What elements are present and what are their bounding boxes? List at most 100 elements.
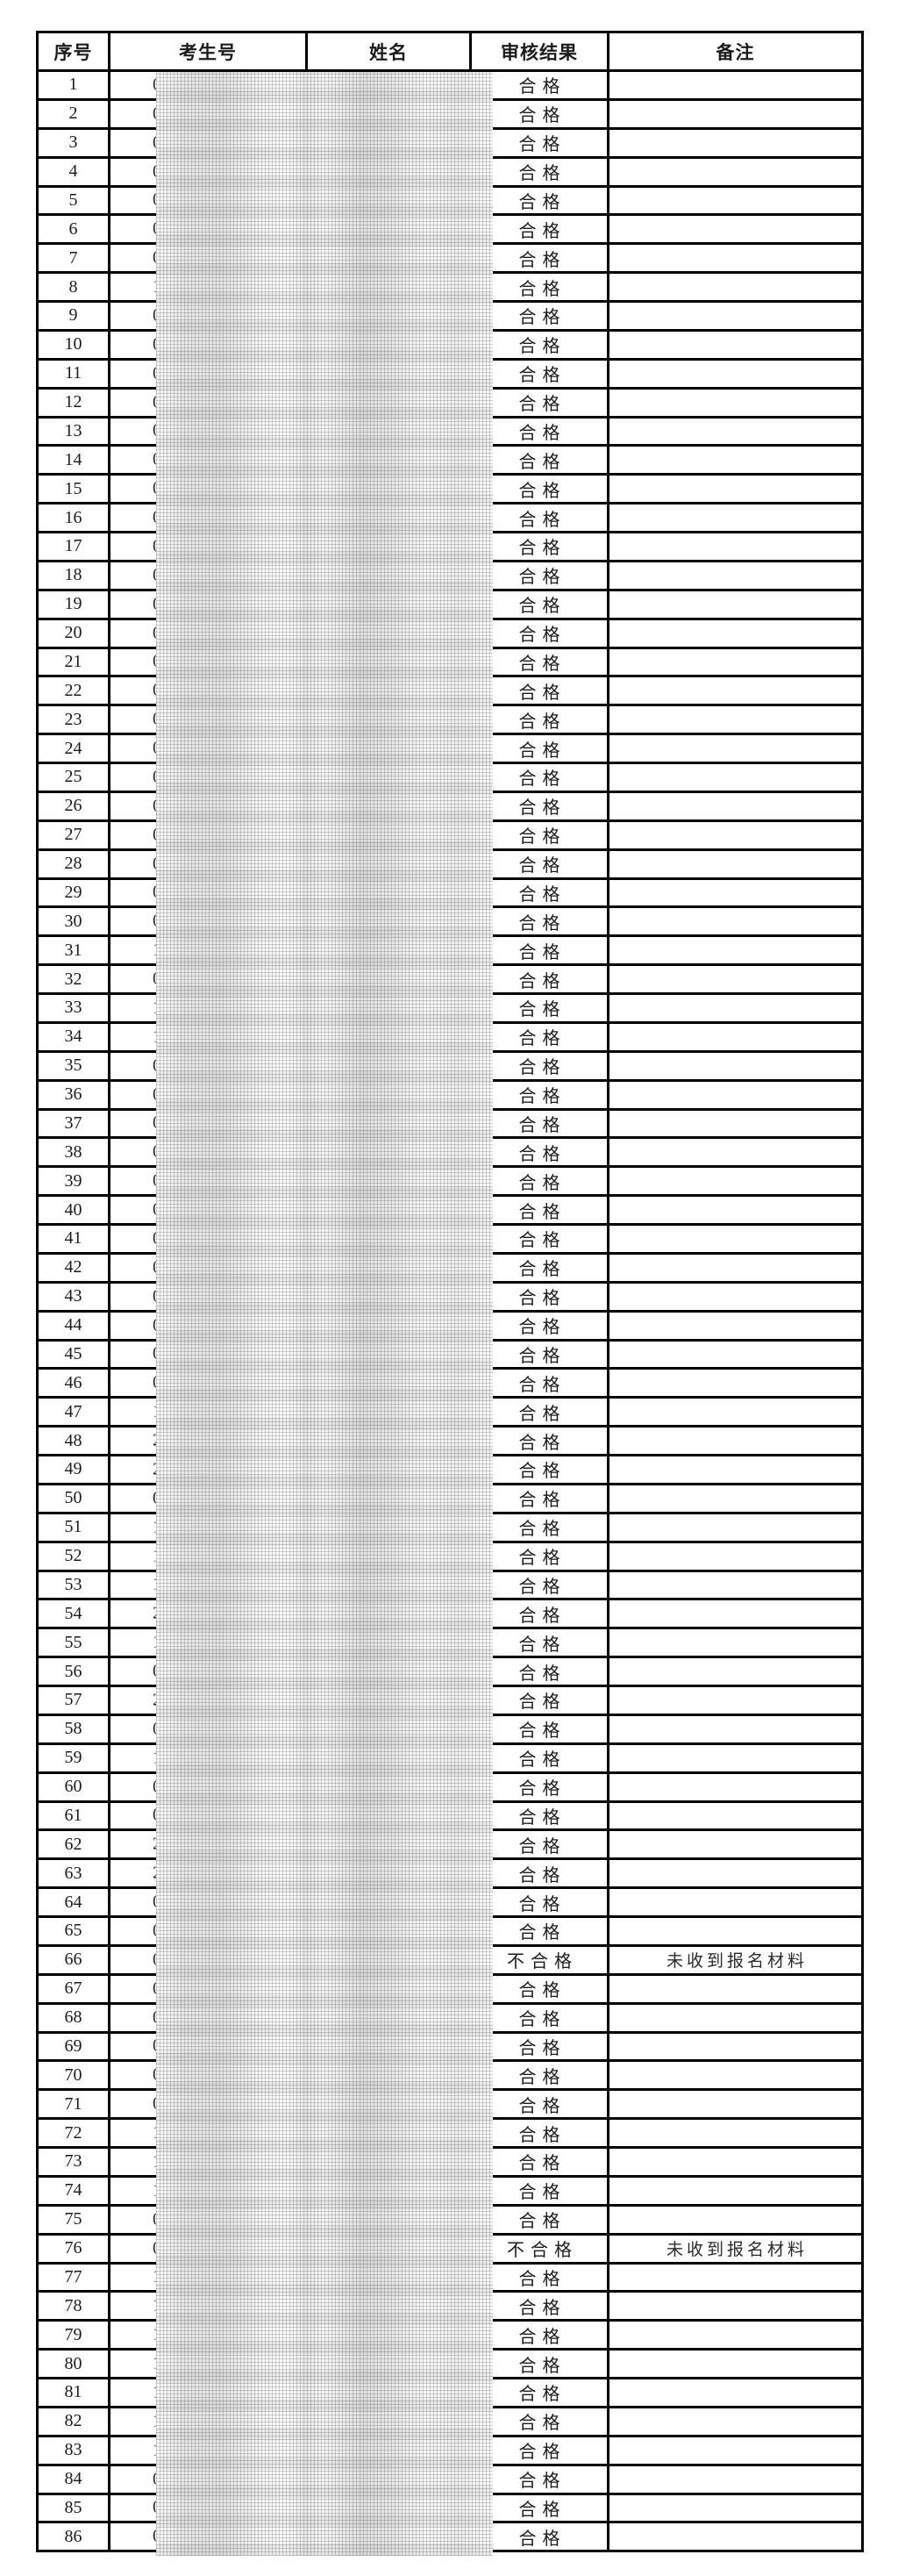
header-audit-result: 审核结果: [469, 31, 609, 72]
cell-remark: [607, 1454, 864, 1485]
serial-number: 11: [64, 363, 82, 383]
audit-result-value: 合格: [518, 452, 567, 472]
serial-number: 60: [64, 1777, 82, 1797]
audit-result-value: 合格: [518, 2298, 567, 2318]
serial-number: 18: [64, 565, 82, 585]
cell-serial: 20: [36, 617, 110, 649]
cell-remark: [607, 444, 864, 476]
cell-serial: 61: [36, 1800, 110, 1832]
serial-number: 24: [64, 738, 82, 758]
audit-result-value: 合格: [518, 2472, 567, 2492]
cell-serial: 79: [36, 2319, 110, 2351]
serial-number: 17: [64, 536, 82, 556]
serial-number: 15: [64, 478, 82, 498]
audit-result-value: 合格: [518, 135, 567, 155]
audit-result-value: 合格: [518, 1779, 567, 1800]
audit-result-value: 合格: [518, 1491, 567, 1511]
cell-remark: [607, 1511, 864, 1543]
cell-serial: 80: [36, 2348, 110, 2379]
serial-number: 82: [64, 2411, 82, 2431]
audit-result-value: 不合格: [507, 1952, 578, 1972]
audit-result-value: 合格: [518, 1231, 567, 1251]
serial-number: 62: [64, 1834, 82, 1854]
audit-result-value: 合格: [518, 192, 567, 212]
audit-result-value: 合格: [518, 2010, 567, 2030]
cell-remark: [607, 733, 864, 764]
serial-number: 23: [64, 709, 82, 729]
audit-result-value: 合格: [518, 1923, 567, 1943]
header-candidate-id: 考生号: [108, 31, 308, 72]
serial-number: 68: [64, 2007, 82, 2028]
cell-serial: 31: [36, 934, 110, 967]
cell-serial: 25: [36, 762, 110, 793]
cell-remark: [607, 328, 864, 361]
audit-result-value: 合格: [518, 1289, 567, 1309]
cell-remark: [607, 2088, 864, 2121]
cell-serial: 83: [36, 2434, 110, 2466]
table-header-row: 序号 考生号 姓名 审核结果 备注: [36, 31, 864, 72]
serial-number: 41: [64, 1228, 82, 1249]
header-name: 姓名: [305, 31, 472, 72]
serial-number: 59: [64, 1748, 82, 1768]
serial-number: 33: [64, 998, 82, 1018]
audit-result-value: 合格: [518, 1202, 567, 1222]
serial-number: 80: [64, 2353, 82, 2373]
cell-remark: [607, 819, 864, 851]
cell-remark: [607, 155, 864, 188]
cell-serial: 73: [36, 2146, 110, 2178]
cell-remark: [607, 1713, 864, 1745]
cell-remark: [607, 1425, 864, 1456]
cell-remark: [607, 1136, 864, 1169]
audit-result-value: 合格: [518, 1577, 567, 1597]
cell-serial: 76: [36, 2232, 110, 2265]
cell-serial: 32: [36, 963, 110, 995]
serial-number: 81: [64, 2382, 82, 2402]
serial-number: 40: [64, 1199, 82, 1220]
cell-serial: 28: [36, 848, 110, 880]
audit-result-value: 合格: [518, 279, 567, 299]
audit-result-value: 合格: [518, 250, 567, 270]
audit-result-value: 合格: [518, 1664, 567, 1684]
serial-number: 52: [64, 1546, 82, 1566]
redaction-blur-overlay: [156, 72, 493, 2556]
serial-number: 77: [64, 2266, 82, 2286]
cell-serial: 60: [36, 1771, 110, 1803]
serial-number: 31: [64, 940, 82, 960]
audit-result-value: 合格: [518, 2443, 567, 2463]
cell-remark: [607, 2203, 864, 2236]
cell-remark: [607, 1771, 864, 1803]
audit-result-value: 合格: [518, 1462, 567, 1482]
serial-number: 65: [64, 1921, 82, 1941]
cell-serial: 51: [36, 1511, 110, 1543]
serial-number: 6: [68, 218, 78, 239]
audit-result-value: 合格: [518, 1981, 567, 2001]
cell-serial: 1: [36, 69, 110, 101]
cell-serial: 49: [36, 1454, 110, 1485]
cell-remark: [607, 1107, 864, 1140]
cell-remark: [607, 1309, 864, 1342]
cell-remark: [607, 588, 864, 620]
cell-serial: 63: [36, 1857, 110, 1890]
cell-remark: [607, 1482, 864, 1514]
cell-serial: 4: [36, 155, 110, 188]
audit-result-value: 合格: [518, 539, 567, 559]
cell-serial: 75: [36, 2203, 110, 2236]
cell-audit-result: 合格: [469, 444, 609, 476]
serial-number: 5: [68, 190, 78, 210]
cell-remark: [607, 675, 864, 707]
serial-number: 32: [64, 969, 82, 989]
serial-number: 1: [68, 75, 78, 95]
cell-remark: [607, 1020, 864, 1053]
serial-number: 74: [64, 2180, 82, 2200]
cell-remark: [607, 1078, 864, 1111]
cell-serial: 46: [36, 1367, 110, 1399]
cell-remark: [607, 877, 864, 909]
cell-remark: [607, 473, 864, 505]
serial-number: 76: [64, 2238, 82, 2258]
serial-number: 45: [64, 1343, 82, 1363]
cell-serial: 78: [36, 2290, 110, 2322]
audit-result-value: 合格: [518, 366, 567, 386]
cell-serial: 66: [36, 1943, 110, 1976]
audit-result-value: 合格: [518, 1029, 567, 1049]
serial-number: 34: [64, 1027, 82, 1047]
